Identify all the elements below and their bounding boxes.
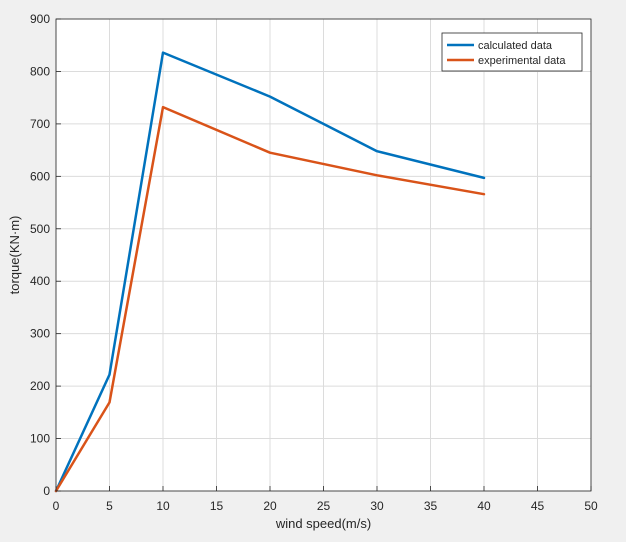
- x-tick-label: 45: [531, 499, 545, 513]
- y-tick-label: 100: [30, 432, 50, 446]
- x-tick-label: 35: [424, 499, 438, 513]
- experimental-data-line: [54, 105, 486, 493]
- y-tick-label: 700: [30, 117, 50, 131]
- legend-box: [441, 32, 583, 72]
- x-tick-label: 10: [156, 499, 170, 513]
- x-tick-label: 30: [370, 499, 384, 513]
- y-axis-label: torque(KN·m): [7, 216, 22, 295]
- tick-labels: 0 5 10 15 20 25 30 35 40 45 5001002003004005006007…: [30, 12, 598, 513]
- plot-area-border: [55, 18, 592, 492]
- y-tick-label: 900: [30, 12, 50, 26]
- data-series: [54, 51, 486, 493]
- y-tick-label: 500: [30, 222, 50, 236]
- legend: calculated data experimental data: [441, 32, 583, 72]
- y-tick-label: 800: [30, 64, 50, 78]
- x-tick-label: 15: [210, 499, 224, 513]
- x-tick-label: 20: [263, 499, 277, 513]
- y-tick-label: 200: [30, 379, 50, 393]
- x-tick-label: 40: [477, 499, 491, 513]
- x-tick-label: 0: [53, 499, 60, 513]
- y-tick-label: 0: [43, 484, 50, 498]
- legend-label-experimental: experimental data: [478, 55, 566, 67]
- y-tick-label: 600: [30, 169, 50, 183]
- x-tick-label: 50: [584, 499, 598, 513]
- x-tick-label: 5: [106, 499, 113, 513]
- calculated-data-line: [54, 51, 486, 493]
- legend-label-calculated: calculated data: [478, 40, 553, 52]
- x-tick-label: 25: [317, 499, 331, 513]
- x-axis-label: wind speed(m/s): [275, 516, 371, 531]
- y-tick-label: 300: [30, 327, 50, 341]
- y-tick-label: 400: [30, 274, 50, 288]
